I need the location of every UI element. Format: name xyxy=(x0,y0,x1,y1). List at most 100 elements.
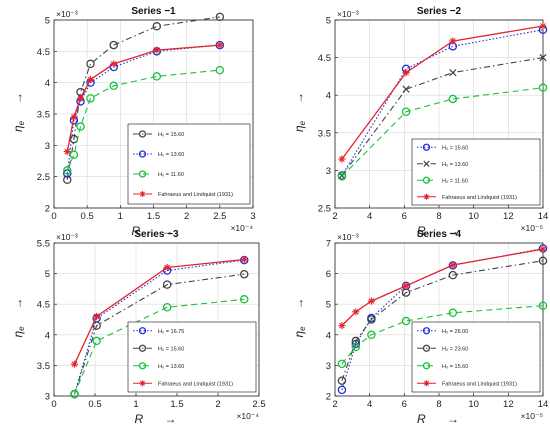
x-axis-label: R xyxy=(132,224,141,238)
y-multiplier: ×10⁻³ xyxy=(56,9,78,19)
x-tick-label: 14 xyxy=(538,399,549,410)
x-tick-label: 1 xyxy=(133,399,138,410)
data-point xyxy=(351,336,361,346)
legend-label: H₀ = 15.60 xyxy=(158,132,184,138)
legend-label: Fahraeus and Lindquist (1931) xyxy=(442,195,517,201)
x-tick-label: 3 xyxy=(250,211,255,222)
y-tick-label: 4.5 xyxy=(318,53,331,64)
data-point xyxy=(539,245,547,253)
data-point xyxy=(367,297,375,305)
legend-marker xyxy=(422,327,431,335)
x-tick-label: 2 xyxy=(332,399,337,410)
x-tick-label: 6 xyxy=(402,211,407,222)
data-point xyxy=(86,94,95,103)
legend-label: H₀ = 16.75 xyxy=(158,329,184,335)
series-line-1 xyxy=(341,247,544,391)
series-line-3 xyxy=(73,298,245,395)
data-point xyxy=(367,330,376,340)
y-tick-label: 5 xyxy=(326,16,331,27)
x-multiplier: ×10⁻⁵ xyxy=(521,223,543,233)
data-point xyxy=(401,316,411,326)
legend: H₀ = 26.00 H₀ = 23.60 H₀ = 15.60 Fahraeus a… xyxy=(411,321,541,393)
series-line-2 xyxy=(341,260,544,381)
data-point xyxy=(76,122,85,131)
y-tick-label: 3 xyxy=(326,361,331,372)
y-axis-label: ηe xyxy=(292,120,307,132)
y-tick-label: 2 xyxy=(326,392,331,403)
data-point xyxy=(337,385,347,395)
data-point xyxy=(162,280,172,289)
y-tick-label: 2.5 xyxy=(318,204,331,215)
y-axis-label: ηe xyxy=(11,326,26,338)
x-tick-label: 2 xyxy=(332,211,337,222)
data-point xyxy=(538,301,548,310)
data-point xyxy=(152,72,162,81)
legend-marker xyxy=(138,327,147,335)
data-point xyxy=(240,255,248,264)
legend-label: Fahraeus and Lindquist (1931) xyxy=(442,381,517,387)
data-point xyxy=(109,40,118,50)
data-point xyxy=(538,256,548,265)
series-line-4 xyxy=(341,25,544,160)
legend-box xyxy=(127,123,251,205)
x-tick-label: 0 xyxy=(51,399,56,410)
x-tick-label: 0.5 xyxy=(81,211,94,222)
panel-1: 0 0.5 1 1.5 2 2.5 3 2 2.5 3 3.5 4 4.5 5 ×10⁻³ ×10⁻⁴ Seri… xyxy=(11,6,256,238)
data-point xyxy=(337,359,347,369)
data-point xyxy=(239,295,249,304)
y-tick-label: 4 xyxy=(326,330,331,341)
y-tick-label: 3.5 xyxy=(37,361,50,372)
legend-marker xyxy=(422,143,431,151)
panel-title: Series −3 xyxy=(134,229,179,240)
data-point xyxy=(86,59,95,69)
y-tick-label: 2 xyxy=(45,204,50,215)
data-point xyxy=(215,65,225,75)
x-tick-label: 8 xyxy=(436,399,441,410)
panel-title: Series −2 xyxy=(417,6,462,17)
data-point xyxy=(539,22,547,30)
x-tick-label: 2 xyxy=(184,211,189,222)
legend-marker xyxy=(422,176,431,184)
data-point xyxy=(449,68,457,77)
axes-frame xyxy=(53,242,260,397)
series-line-1 xyxy=(73,259,245,395)
legend-marker xyxy=(138,150,147,158)
legend-box xyxy=(411,138,541,206)
data-point xyxy=(449,37,457,45)
legend-marker xyxy=(423,160,430,167)
x-tick-label: 1.5 xyxy=(147,211,160,222)
data-point xyxy=(216,41,224,49)
legend: H₀ = 16.75 H₀ = 15.60 H₀ = 13.60 Fahraeus a… xyxy=(127,321,257,393)
data-point xyxy=(338,155,346,163)
legend-label: H₀ = 11.60 xyxy=(158,172,184,178)
panel-title: Series −4 xyxy=(417,229,462,240)
y-multiplier: ×10⁻³ xyxy=(337,232,359,242)
legend-marker xyxy=(423,193,430,200)
y-tick-label: 6 xyxy=(326,269,331,280)
legend-label: H₀ = 23.60 xyxy=(442,346,468,352)
x-multiplier: ×10⁻⁴ xyxy=(236,411,259,421)
y-tick-label: 5 xyxy=(45,16,50,27)
x-tick-label: 2.5 xyxy=(252,399,265,410)
legend-box xyxy=(127,321,257,393)
data-point xyxy=(448,94,458,104)
legend-label: H₀ = 13.60 xyxy=(158,152,184,158)
data-point xyxy=(110,60,118,68)
legend-label: H₀ = 11.60 xyxy=(442,178,468,184)
panel-title: Series −1 xyxy=(131,6,176,17)
legend-marker xyxy=(138,170,147,178)
x-axis-label: R xyxy=(135,412,144,426)
data-point xyxy=(109,81,118,91)
series-line-1 xyxy=(66,16,220,180)
data-point xyxy=(93,312,101,321)
data-point xyxy=(152,22,162,31)
y-axis-arrow: → xyxy=(292,298,306,310)
panel-3: 0 0.5 1 1.5 2 2.5 3 3.5 4 4.5 5 5.5 ×10⁻³ ×10⁻⁴ Series… xyxy=(11,229,266,426)
legend: H₀ = 15.60 H₀ = 13.60 H₀ = 11.60 Fahraeus a… xyxy=(127,123,251,205)
y-tick-label: 4 xyxy=(326,91,331,102)
data-point xyxy=(63,166,72,175)
y-tick-label: 4 xyxy=(45,330,50,341)
y-tick-label: 3 xyxy=(45,392,50,403)
x-tick-label: 14 xyxy=(538,211,549,222)
data-point xyxy=(63,148,71,156)
